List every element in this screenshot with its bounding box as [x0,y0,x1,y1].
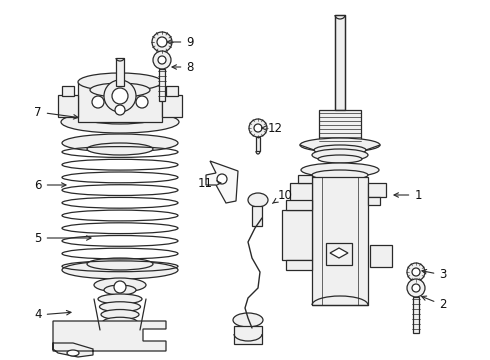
Bar [312,177,368,305]
Ellipse shape [300,138,380,152]
Ellipse shape [101,324,139,336]
Bar [166,86,178,96]
Text: 9: 9 [167,36,194,49]
Bar [256,137,260,151]
Ellipse shape [94,278,146,292]
Bar [234,326,262,344]
Bar [368,183,386,197]
Circle shape [152,32,172,52]
Bar [162,95,182,117]
Bar [370,245,392,267]
Bar [319,110,361,145]
Bar [335,15,345,110]
Circle shape [92,96,104,108]
Bar [326,243,352,265]
Polygon shape [53,321,166,357]
Ellipse shape [312,149,368,161]
Circle shape [249,119,267,137]
Circle shape [112,88,128,104]
Ellipse shape [301,163,379,177]
Ellipse shape [62,134,178,152]
Ellipse shape [314,145,366,155]
Text: 12: 12 [262,122,283,135]
Text: 8: 8 [172,60,194,73]
Ellipse shape [98,294,142,304]
Text: 5: 5 [34,231,91,244]
Circle shape [153,51,171,69]
Ellipse shape [87,258,153,270]
Circle shape [407,279,425,297]
Circle shape [114,281,126,293]
Circle shape [412,268,420,276]
Ellipse shape [87,143,153,155]
Ellipse shape [318,155,362,163]
Bar [282,210,312,260]
Bar [368,197,380,205]
Ellipse shape [101,310,139,320]
Polygon shape [330,248,348,258]
Ellipse shape [99,302,141,312]
Text: 1: 1 [394,189,422,202]
Polygon shape [206,161,238,203]
Circle shape [115,105,125,115]
Bar [286,200,312,210]
Circle shape [104,80,136,112]
Circle shape [157,37,167,47]
Circle shape [254,124,262,132]
Circle shape [136,96,148,108]
Ellipse shape [61,111,179,133]
Bar [58,95,78,117]
Bar [62,86,74,96]
Bar [298,175,312,183]
Bar [413,297,419,333]
Text: 7: 7 [34,105,78,119]
Ellipse shape [62,261,178,279]
Bar [116,58,124,86]
Bar [286,260,312,270]
Bar [159,69,165,101]
Bar [290,183,312,201]
Text: 4: 4 [34,309,71,321]
Ellipse shape [90,83,150,97]
Ellipse shape [104,285,136,295]
Circle shape [412,284,420,292]
Bar [78,82,162,122]
Text: 3: 3 [422,269,447,282]
Ellipse shape [102,317,138,327]
Text: 6: 6 [34,179,66,192]
Ellipse shape [80,108,160,124]
Bar [294,201,312,209]
Circle shape [217,174,227,184]
Ellipse shape [312,170,368,180]
Circle shape [158,56,166,64]
Text: 10: 10 [272,189,293,203]
Text: 11: 11 [197,176,221,189]
Ellipse shape [248,193,268,207]
Text: 2: 2 [422,296,447,311]
Ellipse shape [67,350,79,356]
Circle shape [407,263,425,281]
Bar [252,206,262,226]
Ellipse shape [233,313,263,327]
Ellipse shape [78,73,162,91]
